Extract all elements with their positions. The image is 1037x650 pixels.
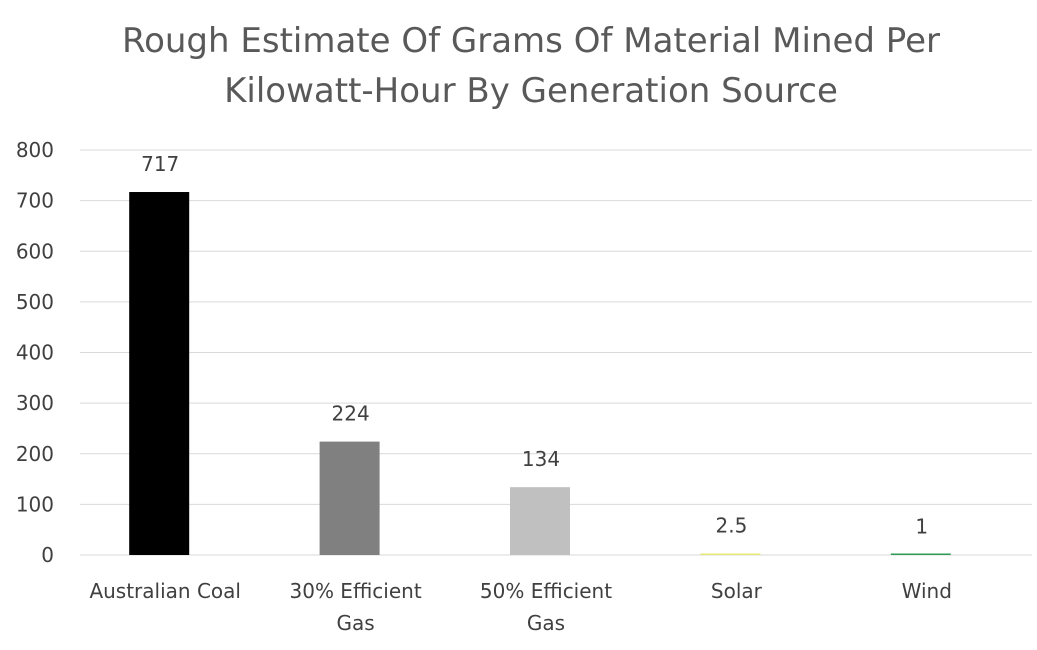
chart-title: Rough Estimate Of Grams Of Material Mine…	[122, 21, 940, 111]
x-category-label-2-line-1: 50% Efficient	[480, 579, 612, 603]
y-tick-label-800: 800	[16, 138, 54, 162]
bar-3	[700, 553, 761, 555]
x-category-label-4-line-1: Wind	[902, 579, 952, 603]
y-tick-label-300: 300	[16, 391, 54, 415]
y-tick-label-500: 500	[16, 290, 54, 314]
chart-title-line-1: Rough Estimate Of Grams Of Material Mine…	[122, 21, 940, 61]
data-label-1: 224	[332, 402, 370, 426]
data-label-2: 134	[522, 447, 560, 471]
data-label-4: 1	[915, 514, 928, 538]
y-tick-label-700: 700	[16, 189, 54, 213]
y-tick-label-600: 600	[16, 239, 54, 263]
bars	[129, 192, 951, 556]
y-axis-ticks: 0 100 200 300 400 500 600 700 800	[16, 138, 54, 567]
y-tick-label-400: 400	[16, 341, 54, 365]
x-axis-categories: Australian Coal 30% Efficient Gas 50% Effic…	[89, 579, 951, 635]
data-label-0: 717	[141, 152, 179, 176]
bar-1	[319, 441, 380, 555]
gridlines	[80, 149, 1032, 556]
bar-0	[129, 192, 190, 556]
y-tick-label-0: 0	[41, 543, 54, 567]
x-category-label-0-line-1: Australian Coal	[89, 579, 241, 603]
x-category-label-1-line-2: Gas	[337, 611, 375, 635]
y-tick-label-100: 100	[16, 492, 54, 516]
chart-title-line-2: Kilowatt-Hour By Generation Source	[224, 71, 838, 111]
bar-4	[890, 553, 951, 555]
x-category-label-1-line-1: 30% Efficient	[290, 579, 422, 603]
y-tick-label-200: 200	[16, 442, 54, 466]
data-labels: 717 224 134 2.5 1	[141, 152, 928, 538]
x-category-label-3-line-1: Solar	[711, 579, 763, 603]
data-label-3: 2.5	[715, 514, 747, 538]
bar-2	[510, 487, 570, 555]
x-category-label-2-line-2: Gas	[527, 611, 565, 635]
